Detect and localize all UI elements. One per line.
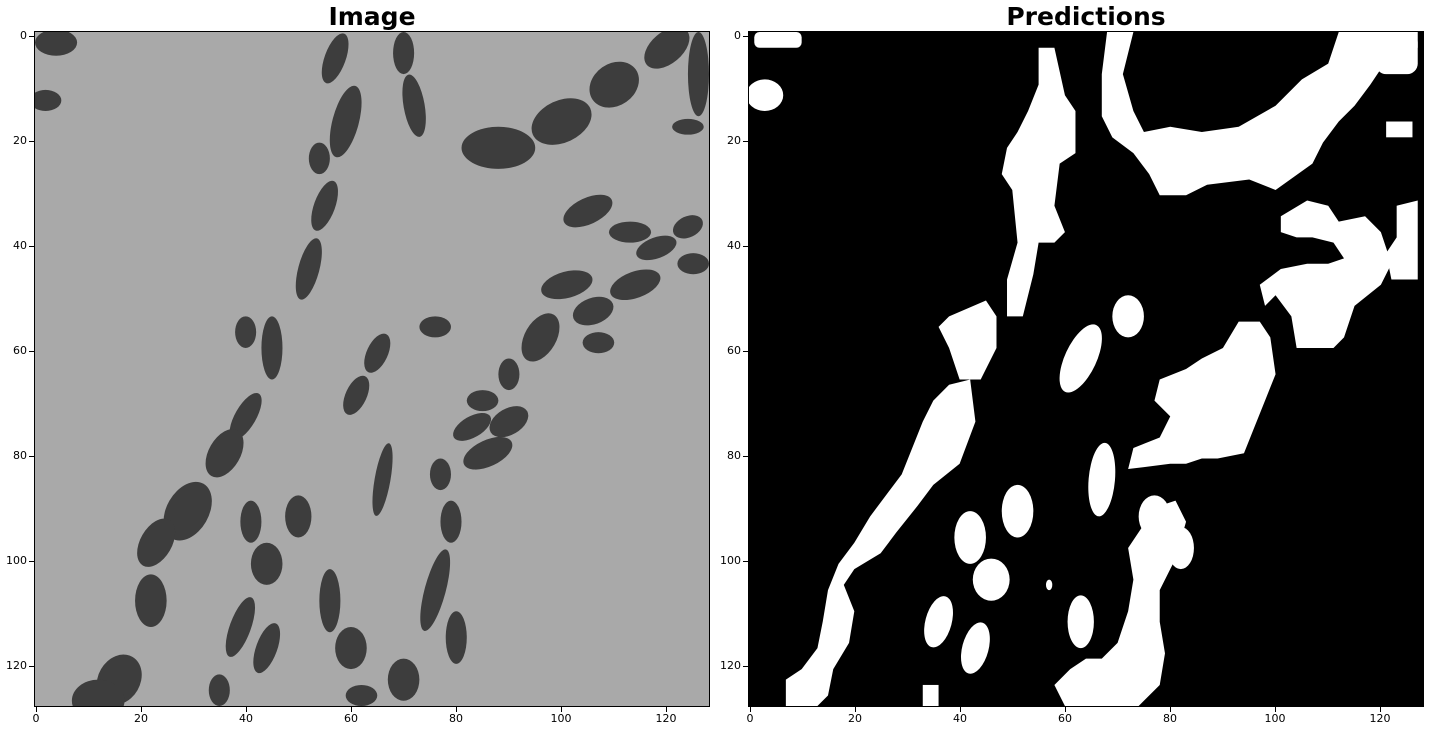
mask-regions — [749, 32, 1418, 706]
y-tick-40: 40 — [13, 239, 27, 252]
y-tick-80: 80 — [727, 449, 741, 462]
x-tick-80: 80 — [449, 712, 463, 725]
y-tick-60: 60 — [13, 344, 27, 357]
x-tick-0: 0 — [32, 712, 40, 725]
prediction-mask — [749, 32, 1423, 706]
y-tick-120: 120 — [6, 659, 27, 672]
y-tick-20: 20 — [13, 134, 27, 147]
x-tick-80: 80 — [1163, 712, 1177, 725]
y-tick-0: 0 — [734, 29, 741, 42]
y-tick-60: 60 — [727, 344, 741, 357]
x-tick-40: 40 — [953, 712, 967, 725]
image-plot-area — [34, 31, 710, 707]
y-tick-80: 80 — [13, 449, 27, 462]
x-tick-60: 60 — [344, 712, 358, 725]
y-tick-120: 120 — [720, 659, 741, 672]
y-tick-20: 20 — [727, 134, 741, 147]
grayscale-image — [35, 32, 709, 706]
x-tick-40: 40 — [239, 712, 253, 725]
y-tick-100: 100 — [720, 554, 741, 567]
x-tick-0: 0 — [746, 712, 754, 725]
x-tick-60: 60 — [1058, 712, 1072, 725]
y-tick-100: 100 — [6, 554, 27, 567]
predictions-panel-title: Predictions — [1006, 2, 1166, 31]
y-tick-0: 0 — [20, 29, 27, 42]
x-tick-120: 120 — [655, 712, 677, 725]
x-tick-20: 20 — [134, 712, 148, 725]
x-tick-100: 100 — [1264, 712, 1286, 725]
x-tick-120: 120 — [1369, 712, 1391, 725]
y-tick-40: 40 — [727, 239, 741, 252]
nuclei-group — [35, 32, 709, 706]
x-tick-100: 100 — [550, 712, 572, 725]
x-tick-20: 20 — [848, 712, 862, 725]
image-panel-title: Image — [328, 2, 416, 31]
predictions-plot-area — [748, 31, 1424, 707]
